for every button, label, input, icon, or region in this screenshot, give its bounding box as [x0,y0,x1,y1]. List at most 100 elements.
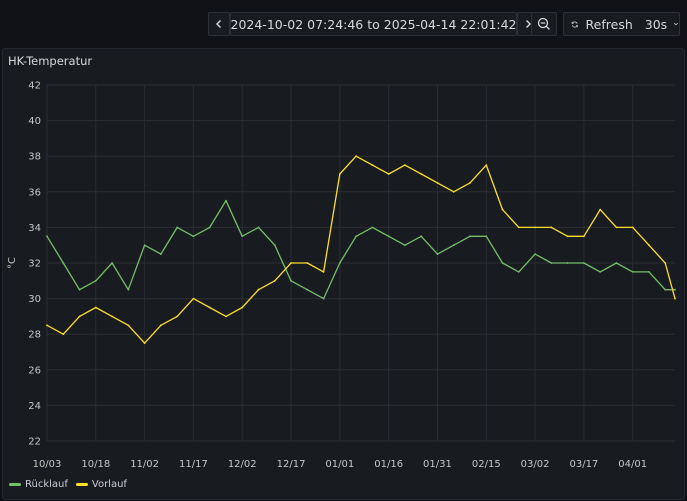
data-point-ruecklauf [159,253,162,256]
data-point-ruecklauf [192,235,195,238]
legend: Rücklauf Vorlauf [9,479,135,490]
data-point-vorlauf [290,262,292,264]
data-point-ruecklauf [176,226,179,229]
y-tick-label: 28 [28,330,41,341]
y-tick-label: 40 [28,116,41,127]
data-point-ruecklauf [550,262,553,264]
data-point-ruecklauf [517,271,520,273]
time-range-picker[interactable]: 2024-10-02 07:24:46 to 2025-04-14 22:01:… [230,12,517,36]
data-point-vorlauf [664,262,667,264]
data-point-ruecklauf [94,279,97,282]
data-point-vorlauf [355,155,358,158]
data-point-vorlauf [648,244,650,247]
data-point-vorlauf [46,324,48,327]
legend-item-vorlauf[interactable]: Vorlauf [75,479,127,490]
data-point-vorlauf [452,190,455,193]
data-point-ruecklauf [338,262,341,264]
data-point-ruecklauf [534,253,536,256]
series-line-ruecklauf [46,200,675,300]
data-point-vorlauf [143,342,146,344]
chevron-left-icon [216,20,221,28]
data-point-vorlauf [517,226,520,229]
data-point-ruecklauf [46,235,48,238]
y-tick-label: 26 [28,365,41,376]
data-point-ruecklauf [420,235,423,238]
y-tick-label: 42 [28,81,41,92]
legend-item-ruecklauf[interactable]: Rücklauf [9,479,68,490]
data-point-ruecklauf [485,235,488,238]
data-point-vorlauf [501,208,504,211]
data-point-ruecklauf [566,262,569,264]
panel-title: HK-Temperatur [8,54,93,68]
zoom-out-icon [537,17,550,30]
data-point-vorlauf [322,271,325,273]
refresh-picker[interactable]: Refresh 30s [563,12,680,36]
data-point-vorlauf [566,235,569,238]
legend-label-vorlauf: Vorlauf [91,479,127,490]
data-point-vorlauf [111,315,113,318]
series-line-vorlauf [46,155,676,344]
data-point-vorlauf [225,315,227,318]
data-point-ruecklauf [143,244,146,247]
data-point-ruecklauf [225,199,227,202]
x-tick-label: 02/15 [472,459,501,470]
data-point-vorlauf [436,182,439,184]
data-point-vorlauf [469,182,471,184]
refresh-icon [571,21,578,27]
data-point-vorlauf [78,315,81,318]
data-point-vorlauf [208,306,211,309]
x-tick-label: 01/01 [325,459,354,470]
data-point-ruecklauf [501,262,504,264]
data-point-vorlauf [273,279,276,282]
data-point-vorlauf [404,164,406,166]
data-point-ruecklauf [674,288,676,291]
data-point-vorlauf [582,235,585,238]
data-point-vorlauf [94,306,97,309]
data-point-vorlauf [599,208,602,211]
data-point-ruecklauf [290,279,292,282]
y-tick-label: 22 [28,437,41,448]
data-point-vorlauf [306,262,309,264]
data-point-ruecklauf [452,244,455,247]
line-chart[interactable]: 22 24 26 28 30 32 34 36 38 40 42 10/03 10/18 11/02 11/… [3,49,686,501]
data-point-ruecklauf [306,288,309,291]
data-point-vorlauf [62,333,65,336]
time-back-button[interactable] [208,12,230,36]
y-tick-label: 24 [28,401,41,412]
data-point-ruecklauf [404,244,406,247]
data-point-ruecklauf [582,262,585,264]
data-point-ruecklauf [127,288,130,291]
y-tick-label: 36 [28,187,41,198]
refresh-label: Refresh [585,16,633,32]
chart-panel: HK-Temperatur 22 24 26 28 30 32 34 36 38 40 42 10/0… [2,48,685,500]
x-tick-label: 01/31 [423,459,452,470]
time-range-label: 2024-10-02 07:24:46 to 2025-04-14 22:01:… [230,16,517,32]
data-point-ruecklauf [111,262,113,264]
data-point-ruecklauf [257,226,260,229]
y-tick-label: 30 [28,294,41,305]
y-tick-label: 32 [28,259,41,270]
chevron-down-icon [674,22,679,26]
legend-label-ruecklauf: Rücklauf [25,479,68,490]
x-tick-label: 01/16 [374,459,403,470]
x-tick-label: 11/17 [179,459,208,470]
data-point-vorlauf [674,297,676,300]
data-point-ruecklauf [208,226,211,229]
data-point-ruecklauf [664,288,667,291]
data-point-ruecklauf [631,271,634,273]
y-tick-label: 34 [28,223,41,234]
zoom-out-button[interactable] [531,12,557,36]
data-point-ruecklauf [436,253,439,256]
x-tick-label: 10/18 [81,459,110,470]
data-point-vorlauf [241,306,244,309]
x-tick-label: 10/03 [33,459,62,470]
data-point-ruecklauf [322,297,325,300]
legend-swatch-vorlauf [75,483,88,486]
y-tick-label: 38 [28,152,41,163]
x-tick-label: 11/02 [130,459,159,470]
data-point-vorlauf [338,173,341,175]
data-point-vorlauf [485,164,488,166]
data-point-ruecklauf [615,262,618,264]
chevron-right-icon [526,20,531,28]
refresh-interval: 30s [644,16,668,32]
